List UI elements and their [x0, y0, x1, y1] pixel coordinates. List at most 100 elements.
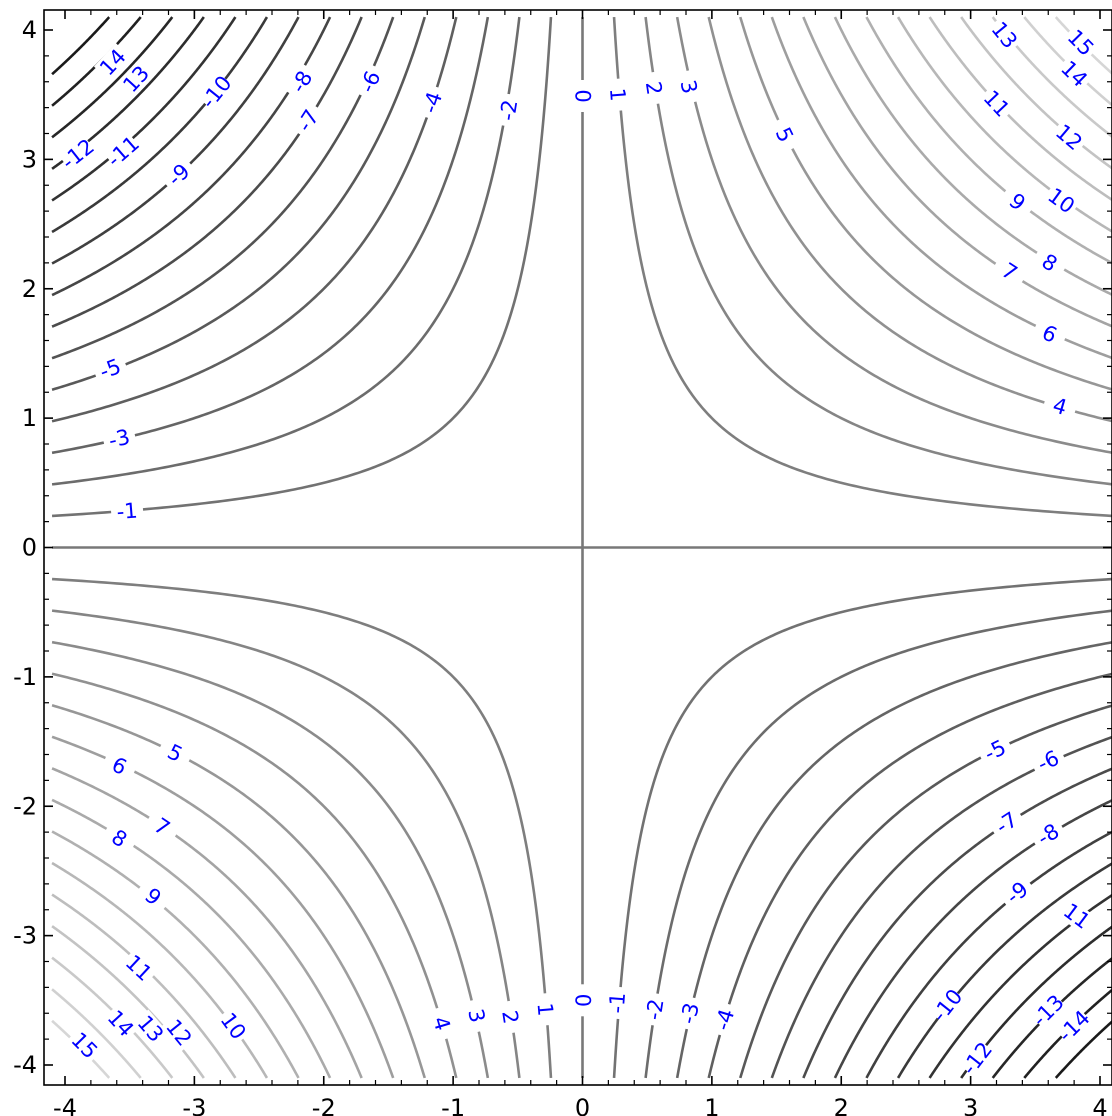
contour-level-2-0: [644, 16, 1112, 486]
contour-label-bg: [1029, 744, 1068, 778]
contour-label: 4: [428, 1014, 455, 1034]
x-tick-label: -4: [53, 1094, 77, 1116]
contour-label-bg: [426, 1005, 457, 1043]
x-tick-label: 1: [704, 1094, 719, 1116]
contour-label-bg: [103, 132, 143, 171]
contour-label: -1: [116, 498, 139, 524]
contour-label-bg: [1041, 182, 1081, 220]
contour-level--1-0: [51, 16, 553, 518]
contour-level-7-0: [802, 16, 1112, 328]
contour-level--11-0: [51, 16, 237, 202]
contour-level--3-1: [675, 641, 1112, 1079]
axis-ticks: [44, 10, 1112, 1085]
contour-label-bg: [1054, 1007, 1094, 1046]
contour-label-bg: [674, 68, 703, 105]
y-tick-labels: -4 -3 -2 -1 0 1 2 3 4: [13, 16, 37, 1079]
contour-level-11-0: [928, 16, 1112, 202]
contour-level--15-0: [51, 16, 111, 76]
contour-label-bg: [197, 72, 235, 112]
x-tick-label: 2: [834, 1094, 849, 1116]
y-tick-label: 2: [22, 275, 37, 303]
contour-label-bg: [214, 1006, 252, 1046]
contour-level-9-1: [51, 830, 300, 1079]
y-tick-label: 4: [22, 16, 37, 44]
contour-label-bg: [997, 874, 1037, 912]
contour-label: -3: [676, 1000, 704, 1026]
contour-level--5-1: [739, 704, 1112, 1079]
contour-label-bg: [131, 1009, 170, 1049]
contour-label-bg: [462, 997, 491, 1034]
contour-label: 0: [571, 89, 595, 102]
contour-label-bg: [93, 43, 132, 82]
contour-label-bg: [1030, 317, 1069, 351]
x-tick-label: -3: [182, 1094, 206, 1116]
contour-label-bg: [99, 820, 139, 857]
contour-label-bg: [496, 999, 524, 1035]
contour-label: 2: [641, 80, 667, 97]
contour-label-bg: [1030, 245, 1069, 281]
contour-level--10-1: [896, 862, 1112, 1079]
y-tick-label: -4: [13, 1051, 37, 1079]
contour-label-bg: [605, 986, 630, 1020]
contour-level--9-0: [51, 16, 300, 265]
contour-level-12-0: [960, 16, 1112, 170]
contour-label-bg: [640, 70, 667, 106]
contour-level-2-1: [51, 609, 521, 1079]
contour-label-bg: [1061, 23, 1100, 63]
contour-label-bg: [110, 499, 144, 524]
contour-label: 0: [571, 994, 595, 1007]
contour-label-bg: [987, 805, 1027, 841]
contour-label-bg: [605, 77, 630, 112]
y-tick-label: -1: [13, 663, 37, 691]
contour-level-3-0: [675, 16, 1112, 454]
contour-level--13-0: [51, 16, 174, 139]
x-tick-label: 0: [575, 1094, 590, 1116]
contour-label-bg: [142, 808, 182, 845]
x-tick-label: -1: [441, 1094, 465, 1116]
contour-level-7-1: [51, 767, 363, 1079]
contour-label-bg: [641, 991, 669, 1027]
contour-label: 3: [463, 1007, 489, 1025]
contour-level-5-0: [739, 16, 1112, 391]
contour-label-bg: [155, 736, 195, 771]
contour-label-bg: [160, 1013, 198, 1053]
contour-label-bg: [1057, 897, 1097, 935]
contour-label-bg: [997, 183, 1037, 221]
contour-label-bg: [495, 92, 523, 128]
contour-level--15-1: [1054, 1019, 1112, 1079]
x-tick-label: -2: [312, 1094, 336, 1116]
x-tick-label: 4: [1092, 1094, 1107, 1116]
contour-label-bg: [159, 155, 199, 194]
contour-level--2-0: [51, 16, 521, 486]
contour-label-bg: [416, 83, 448, 122]
contour-label-bg: [58, 135, 98, 173]
contour-lines: [51, 16, 1112, 1079]
contour-level--2-1: [644, 609, 1112, 1079]
contour-label-bg: [101, 424, 138, 454]
contour-level-11-1: [51, 893, 237, 1079]
contour-level--7-0: [51, 16, 363, 328]
y-tick-label: 3: [22, 145, 37, 173]
contour-label-bg: [290, 101, 327, 140]
contour-label: -2: [495, 98, 522, 123]
y-tick-label: -3: [13, 922, 37, 950]
contour-label-bg: [976, 733, 1015, 768]
contour-label-bg: [100, 749, 139, 783]
contour-level--7-1: [802, 767, 1112, 1079]
y-tick-label: 1: [22, 404, 37, 432]
contour-level-14-1: [51, 988, 142, 1079]
contour-label-bg: [1041, 391, 1079, 422]
contour-label: 4: [1050, 393, 1070, 420]
contour-level--10-0: [51, 16, 269, 234]
contour-level--1-1: [612, 577, 1112, 1079]
x-tick-labels: -4 -3 -2 -1 0 1 2 3 4: [53, 1094, 1108, 1116]
contour-label-bg: [990, 254, 1029, 290]
contour-level-1-1: [51, 577, 553, 1079]
contour-label-bg: [571, 984, 594, 1017]
contour-level--4-0: [51, 16, 458, 423]
contour-level-6-1: [51, 735, 395, 1079]
contour-level-4-1: [51, 672, 458, 1079]
contour-label-bg: [709, 1001, 740, 1039]
contour-label-bg: [101, 1004, 140, 1043]
contour-label-bg: [1054, 54, 1094, 94]
